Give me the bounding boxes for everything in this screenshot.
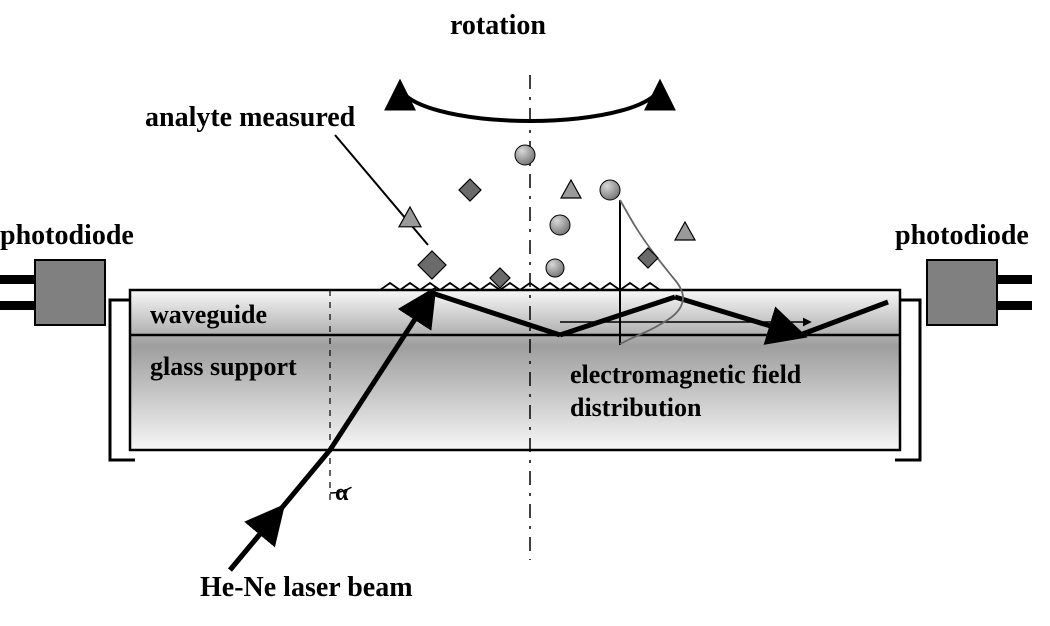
label-field-line2: distribution bbox=[570, 393, 702, 423]
particle-triangle bbox=[675, 222, 695, 240]
photodiode-prong bbox=[997, 301, 1032, 310]
label-glass-support: glass support bbox=[150, 352, 297, 382]
particle-triangle bbox=[561, 180, 581, 198]
label-photodiode-right: photodiode bbox=[895, 220, 1029, 252]
analyte-leader bbox=[335, 135, 428, 245]
label-analyte: analyte measured bbox=[145, 102, 355, 134]
particle-triangle bbox=[399, 207, 421, 227]
laser-beam-arrow bbox=[230, 510, 280, 570]
grating bbox=[380, 283, 660, 290]
label-field-line1: electromagnetic field bbox=[570, 360, 801, 390]
particle-circle bbox=[515, 145, 535, 165]
label-rotation: rotation bbox=[450, 10, 546, 42]
particle-diamond bbox=[638, 248, 658, 268]
particle-circle bbox=[546, 259, 564, 277]
label-photodiode-left: photodiode bbox=[0, 220, 134, 252]
photodiode-prong bbox=[0, 301, 35, 310]
label-alpha: α bbox=[335, 480, 348, 507]
particle-diamond bbox=[418, 251, 446, 279]
photodiode-prong bbox=[997, 275, 1032, 284]
photodiode-prong bbox=[0, 275, 35, 284]
photodiode-body bbox=[35, 260, 105, 325]
particle-circle bbox=[600, 180, 620, 200]
particle-circle bbox=[550, 215, 570, 235]
label-waveguide: waveguide bbox=[150, 300, 267, 330]
photodiode-body bbox=[927, 260, 997, 325]
particle-diamond bbox=[459, 179, 481, 201]
label-laser: He-Ne laser beam bbox=[200, 572, 413, 604]
